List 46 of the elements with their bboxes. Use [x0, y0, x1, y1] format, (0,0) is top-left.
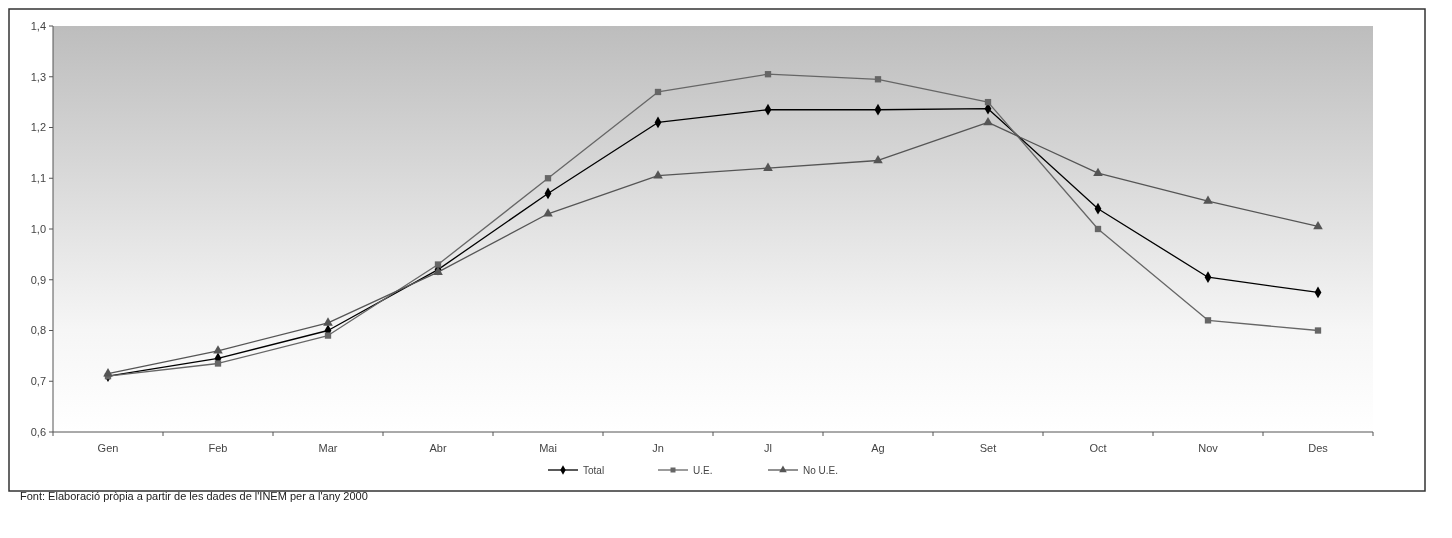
point: [323, 317, 333, 326]
y-tick-label: 0,6: [30, 425, 46, 438]
y-tick-label: 1,1: [30, 172, 46, 185]
point: [983, 116, 993, 126]
y-tick-label: 1,4: [30, 19, 46, 32]
point: [213, 345, 223, 354]
point: [654, 88, 662, 96]
legend-label: No U.E.: [803, 464, 839, 476]
point: [1203, 195, 1213, 204]
point: [1313, 220, 1323, 230]
y-tick-label: 0,7: [30, 375, 46, 388]
text: Font: Elaboració pròpia a partir de les dades de l'INEM per a l'any 2000: [20, 490, 368, 502]
point: [1093, 167, 1103, 176]
y-tick-label: 0,8: [30, 324, 46, 337]
point: [543, 208, 553, 217]
x-tick-label: Nov: [1198, 442, 1219, 454]
point: [103, 368, 113, 377]
point: [764, 71, 772, 78]
x-tick-label: Ag: [871, 442, 885, 454]
point: [984, 98, 992, 106]
point: [1094, 225, 1102, 233]
x-tick-label: Jl: [764, 442, 772, 454]
x-tick-label: Feb: [208, 442, 228, 454]
point: [544, 175, 552, 182]
x-tick-label: Des: [1308, 442, 1329, 454]
x-tick-label: Mai: [539, 442, 557, 454]
point: [1314, 327, 1322, 334]
x-tick-label: Set: [979, 442, 997, 454]
y-tick-label: 1,3: [30, 70, 46, 83]
x-tick-label: Gen: [97, 442, 119, 454]
x-tick-label: Abr: [429, 442, 447, 454]
point: [1204, 317, 1212, 324]
point: [873, 154, 883, 164]
point: [874, 76, 882, 83]
y-tick-label: 1,2: [30, 121, 46, 134]
y-tick-label: 0,9: [30, 273, 46, 286]
point: [763, 162, 773, 171]
legend-label: U.E.: [693, 464, 713, 476]
x-tick-label: Jn: [652, 442, 664, 454]
x-tick-label: Oct: [1089, 442, 1107, 454]
point: [214, 360, 222, 367]
y-tick-label: 1,0: [30, 222, 46, 235]
x-tick-label: Mar: [318, 442, 338, 454]
point: [434, 261, 442, 268]
point: [324, 332, 332, 339]
legend-label: Total: [583, 464, 605, 476]
